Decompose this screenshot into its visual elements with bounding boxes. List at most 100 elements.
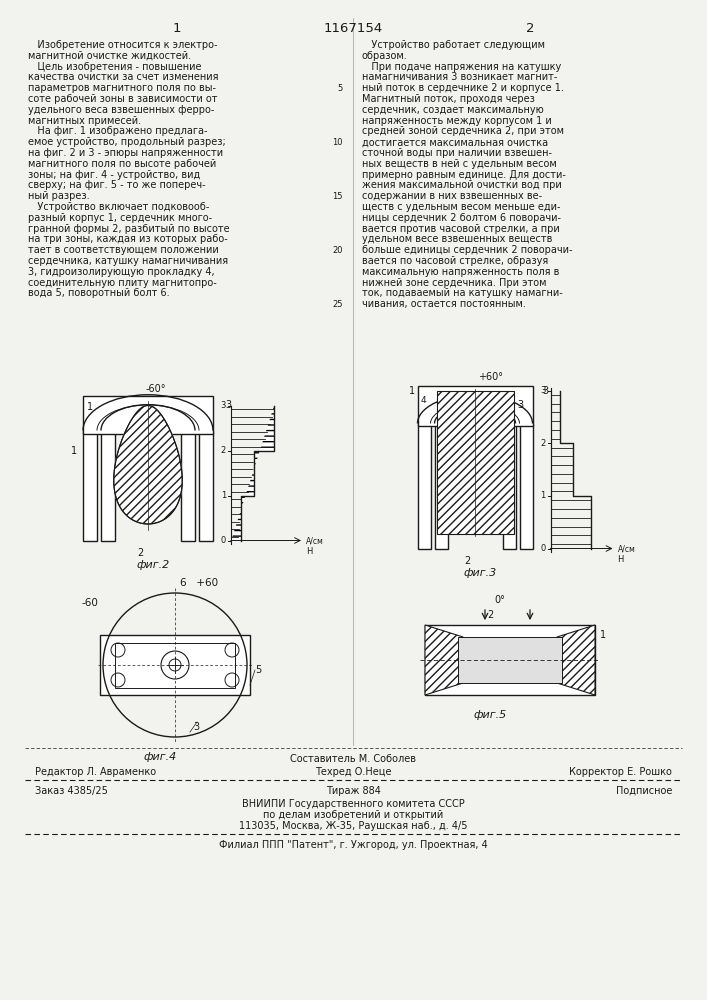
Text: 5: 5 bbox=[338, 84, 343, 93]
Text: напряженность между корпусом 1 и: напряженность между корпусом 1 и bbox=[362, 116, 551, 126]
Text: 0°: 0° bbox=[495, 595, 506, 605]
Bar bbox=[83, 430, 97, 540]
Text: соте рабочей зоны в зависимости от: соте рабочей зоны в зависимости от bbox=[28, 94, 218, 104]
Text: ток, подаваемый на катушку намагни-: ток, подаваемый на катушку намагни- bbox=[362, 288, 563, 298]
Text: сточной воды при наличии взвешен-: сточной воды при наличии взвешен- bbox=[362, 148, 552, 158]
Text: 3: 3 bbox=[540, 386, 546, 395]
Text: емое устройство, продольный разрез;: емое устройство, продольный разрез; bbox=[28, 137, 226, 147]
Text: магнитного поля по высоте рабочей: магнитного поля по высоте рабочей bbox=[28, 159, 216, 169]
Text: Устройство включает подковооб-: Устройство включает подковооб- bbox=[28, 202, 209, 212]
Text: Корректор Е. Рошко: Корректор Е. Рошко bbox=[569, 767, 672, 777]
Text: зоны; на фиг. 4 - устройство, вид: зоны; на фиг. 4 - устройство, вид bbox=[28, 170, 200, 180]
Polygon shape bbox=[114, 406, 182, 524]
Text: 2: 2 bbox=[526, 22, 534, 35]
Text: удельного веса взвешенных ферро-: удельного веса взвешенных ферро- bbox=[28, 105, 214, 115]
Text: максимальную напряженность поля в: максимальную напряженность поля в bbox=[362, 267, 559, 277]
Text: магнитной очистке жидкостей.: магнитной очистке жидкостей. bbox=[28, 51, 191, 61]
Text: тает в соответствующем положении: тает в соответствующем положении bbox=[28, 245, 218, 255]
Text: фиг.4: фиг.4 bbox=[144, 752, 177, 762]
Text: 1: 1 bbox=[540, 491, 546, 500]
Text: разный корпус 1, сердечник много-: разный корпус 1, сердечник много- bbox=[28, 213, 212, 223]
Text: Заказ 4385/25: Заказ 4385/25 bbox=[35, 786, 108, 796]
Text: 25: 25 bbox=[332, 300, 343, 309]
Bar bbox=[458, 637, 562, 683]
Text: больше единицы сердечник 2 поворачи-: больше единицы сердечник 2 поворачи- bbox=[362, 245, 573, 255]
Text: 20: 20 bbox=[332, 246, 343, 255]
Text: H: H bbox=[617, 556, 624, 564]
Bar bbox=[503, 424, 515, 548]
Text: содержании в них взвешенных ве-: содержании в них взвешенных ве- bbox=[362, 191, 542, 201]
Bar bbox=[199, 430, 213, 540]
Text: ницы сердечник 2 болтом 6 поворачи-: ницы сердечник 2 болтом 6 поворачи- bbox=[362, 213, 561, 223]
Text: вается по часовой стрелке, образуя: вается по часовой стрелке, образуя bbox=[362, 256, 548, 266]
Text: Тираж 884: Тираж 884 bbox=[325, 786, 380, 796]
Bar bbox=[425, 625, 595, 695]
Bar bbox=[83, 395, 213, 434]
Bar bbox=[418, 424, 431, 548]
Text: чивания, остается постоянным.: чивания, остается постоянным. bbox=[362, 299, 526, 309]
Text: 1: 1 bbox=[600, 630, 606, 640]
Text: ный поток в сердечнике 2 и корпусе 1.: ный поток в сердечнике 2 и корпусе 1. bbox=[362, 83, 564, 93]
Text: 2: 2 bbox=[540, 439, 546, 448]
Text: Магнитный поток, проходя через: Магнитный поток, проходя через bbox=[362, 94, 535, 104]
Bar bbox=[435, 424, 448, 548]
Bar bbox=[418, 385, 532, 426]
Text: 2: 2 bbox=[221, 446, 226, 455]
Text: 1: 1 bbox=[221, 491, 226, 500]
Polygon shape bbox=[425, 625, 463, 695]
Text: +60°: +60° bbox=[478, 372, 503, 382]
Text: ществ с удельным весом меньше еди-: ществ с удельным весом меньше еди- bbox=[362, 202, 561, 212]
Text: на фиг. 2 и 3 - эпюры напряженности: на фиг. 2 и 3 - эпюры напряженности bbox=[28, 148, 223, 158]
Text: 3: 3 bbox=[221, 401, 226, 410]
Text: 2: 2 bbox=[137, 548, 143, 558]
Text: удельном весе взвешенных веществ: удельном весе взвешенных веществ bbox=[362, 234, 552, 244]
Text: На фиг. 1 изображено предлага-: На фиг. 1 изображено предлага- bbox=[28, 126, 207, 136]
Text: намагничивания 3 возникает магнит-: намагничивания 3 возникает магнит- bbox=[362, 72, 557, 82]
Bar bbox=[436, 390, 513, 534]
Text: 1: 1 bbox=[173, 22, 181, 35]
Text: Устройство работает следующим: Устройство работает следующим bbox=[362, 40, 545, 50]
Text: -60: -60 bbox=[81, 598, 98, 608]
Text: вается против часовой стрелки, а при: вается против часовой стрелки, а при bbox=[362, 224, 560, 234]
Text: жения максимальной очистки вод при: жения максимальной очистки вод при bbox=[362, 180, 562, 190]
Text: 1: 1 bbox=[409, 385, 416, 395]
Text: достигается максимальная очистка: достигается максимальная очистка bbox=[362, 137, 548, 147]
Text: 113035, Москва, Ж-35, Раушская наб., д. 4/5: 113035, Москва, Ж-35, Раушская наб., д. … bbox=[239, 821, 467, 831]
Text: ных веществ в ней с удельным весом: ных веществ в ней с удельным весом bbox=[362, 159, 556, 169]
Bar bbox=[520, 424, 532, 548]
Text: 5: 5 bbox=[255, 665, 262, 675]
Text: 1167154: 1167154 bbox=[323, 22, 382, 35]
Text: ный разрез.: ный разрез. bbox=[28, 191, 90, 201]
Text: 3: 3 bbox=[193, 722, 199, 732]
Text: 3: 3 bbox=[225, 400, 231, 410]
Text: 3, гидроизолирующую прокладку 4,: 3, гидроизолирующую прокладку 4, bbox=[28, 267, 215, 277]
Text: A/cм: A/cм bbox=[306, 536, 324, 545]
Polygon shape bbox=[231, 406, 274, 540]
Text: 2: 2 bbox=[487, 610, 493, 620]
Text: образом.: образом. bbox=[362, 51, 408, 61]
Text: A/cм: A/cм bbox=[617, 544, 636, 553]
Polygon shape bbox=[114, 406, 182, 524]
Text: ВНИИПИ Государственного комитета СССР: ВНИИПИ Государственного комитета СССР bbox=[242, 799, 464, 809]
Text: фиг.5: фиг.5 bbox=[474, 710, 507, 720]
Text: H: H bbox=[306, 548, 312, 556]
Bar bbox=[100, 635, 250, 695]
Text: по делам изобретений и открытий: по делам изобретений и открытий bbox=[263, 810, 443, 820]
Text: 3: 3 bbox=[542, 385, 549, 395]
Text: 15: 15 bbox=[332, 192, 343, 201]
Text: 1: 1 bbox=[87, 402, 93, 412]
Text: При подаче напряжения на катушку: При подаче напряжения на катушку bbox=[362, 62, 561, 72]
Text: 1: 1 bbox=[71, 446, 77, 456]
Text: нижней зоне сердечника. При этом: нижней зоне сердечника. При этом bbox=[362, 278, 547, 288]
Text: Цель изобретения - повышение: Цель изобретения - повышение bbox=[28, 62, 201, 72]
Text: 4: 4 bbox=[421, 396, 426, 405]
Text: примерно равным единице. Для дости-: примерно равным единице. Для дости- bbox=[362, 170, 566, 180]
Text: Составитель М. Соболев: Составитель М. Соболев bbox=[290, 754, 416, 764]
Text: сверху; на фиг. 5 - то же попереч-: сверху; на фиг. 5 - то же попереч- bbox=[28, 180, 206, 190]
Polygon shape bbox=[557, 625, 595, 695]
Text: 0: 0 bbox=[221, 536, 226, 545]
Text: 0: 0 bbox=[540, 544, 546, 553]
Text: -60°: -60° bbox=[146, 383, 167, 393]
Text: гранной формы 2, разбитый по высоте: гранной формы 2, разбитый по высоте bbox=[28, 224, 230, 234]
Text: качества очистки за счет изменения: качества очистки за счет изменения bbox=[28, 72, 218, 82]
